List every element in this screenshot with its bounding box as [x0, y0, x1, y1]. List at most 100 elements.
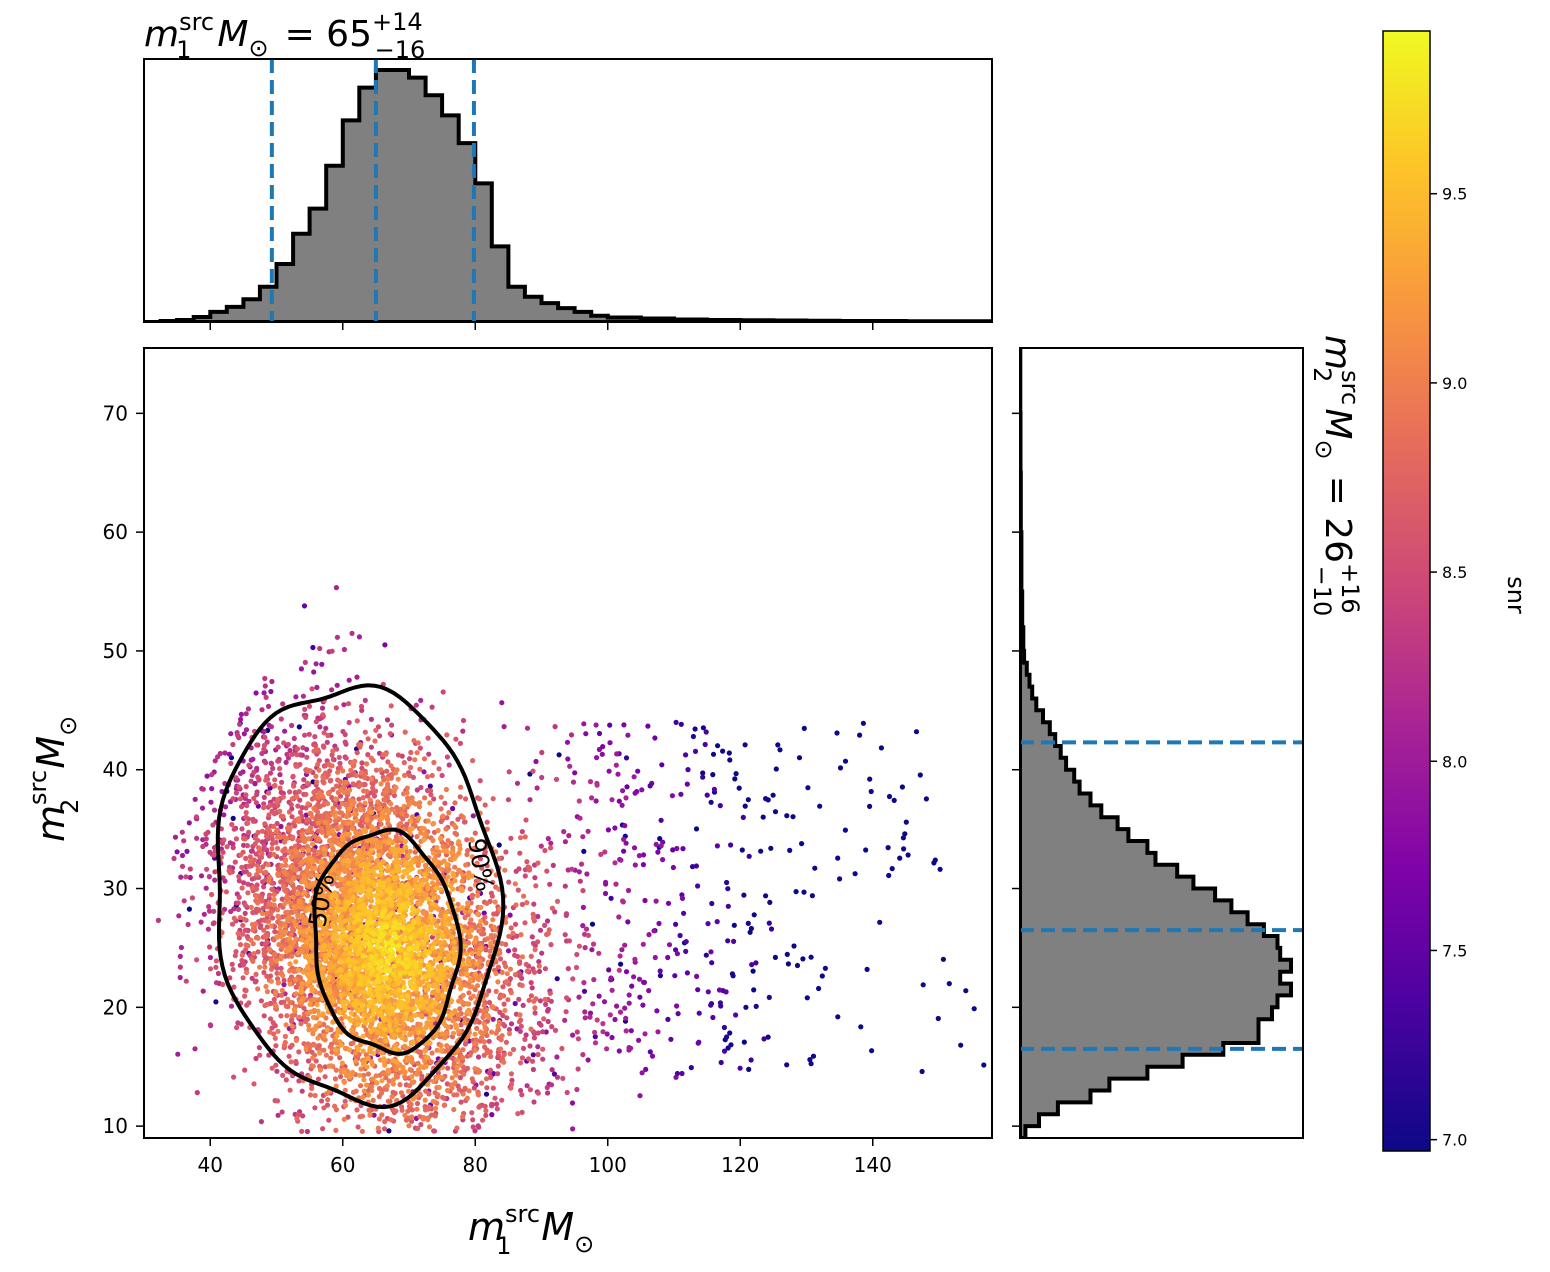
- scatter-point: [693, 863, 700, 869]
- scatter-point: [541, 1016, 547, 1022]
- scatter-point: [619, 802, 625, 808]
- scatter-point: [653, 841, 659, 848]
- scatter-point: [479, 865, 485, 871]
- scatter-point: [532, 875, 538, 881]
- scatter-point: [503, 941, 509, 948]
- scatter-point: [444, 843, 450, 849]
- scatter-point: [274, 934, 280, 940]
- scatter-point: [534, 785, 540, 791]
- scatter-point: [598, 851, 604, 858]
- scatter-point: [920, 982, 926, 988]
- scatter-point: [730, 973, 736, 979]
- scatter-point: [289, 1029, 295, 1035]
- scatter-point: [296, 724, 302, 730]
- scatter-point: [449, 1075, 455, 1081]
- scatter-point: [349, 760, 355, 766]
- scatter-point: [305, 1058, 312, 1064]
- scatter-point: [573, 964, 580, 971]
- scatter-point: [411, 738, 417, 744]
- scatter-point: [570, 779, 577, 785]
- scatter-point: [287, 961, 293, 967]
- scatter-point: [250, 756, 256, 762]
- scatter-point: [328, 1063, 335, 1069]
- scatter-point: [523, 817, 529, 823]
- scatter-point: [306, 1022, 312, 1029]
- scatter-point: [293, 1037, 299, 1043]
- scatter-point: [366, 1107, 372, 1113]
- scatter-point: [709, 900, 715, 907]
- scatter-point: [267, 1029, 273, 1035]
- scatter-point: [503, 849, 509, 855]
- scatter-point: [254, 882, 260, 888]
- scatter-point: [379, 1112, 385, 1118]
- scatter-point: [330, 756, 336, 763]
- scatter-point: [693, 826, 700, 832]
- scatter-point: [605, 827, 612, 833]
- scatter-point: [241, 916, 247, 922]
- scatter-point: [727, 757, 733, 763]
- scatter-point: [211, 908, 217, 915]
- scatter-point: [549, 1067, 555, 1073]
- scatter-point: [361, 1088, 367, 1094]
- scatter-point: [758, 848, 764, 854]
- scatter-point: [812, 865, 818, 871]
- scatter-point: [710, 751, 717, 757]
- scatter-point: [242, 1067, 248, 1073]
- scatter-point: [393, 770, 399, 776]
- scatter-point: [703, 729, 709, 735]
- scatter-point: [495, 1063, 501, 1069]
- scatter-point: [622, 942, 628, 948]
- scatter-point: [673, 719, 679, 726]
- scatter-point: [542, 996, 548, 1002]
- scatter-point: [239, 885, 245, 891]
- scatter-point: [274, 820, 280, 827]
- scatter-point: [337, 1055, 343, 1061]
- scatter-point: [341, 789, 347, 795]
- scatter-point: [461, 1071, 467, 1077]
- scatter-point: [349, 798, 355, 804]
- scatter-point: [322, 1037, 328, 1043]
- scatter-point: [293, 977, 299, 983]
- scatter-point: [665, 1016, 671, 1023]
- scatter-point: [289, 722, 295, 729]
- scatter-point: [271, 891, 277, 898]
- scatter-point: [329, 752, 335, 758]
- scatter-point: [590, 1001, 596, 1007]
- scatter-point: [285, 825, 291, 831]
- scatter-point: [501, 724, 507, 730]
- scatter-point: [385, 807, 391, 813]
- scatter-point: [377, 805, 383, 812]
- scatter-point: [264, 1001, 270, 1008]
- scatter-point: [535, 860, 541, 866]
- scatter-point: [282, 1033, 288, 1039]
- scatter-point: [323, 725, 329, 731]
- scatter-point: [543, 1001, 549, 1008]
- scatter-point: [461, 819, 468, 825]
- scatter-point: [354, 1107, 360, 1113]
- scatter-point: [632, 790, 638, 796]
- scatter-point: [507, 966, 513, 972]
- scatter-point: [513, 902, 519, 908]
- scatter-point: [508, 835, 514, 841]
- scatter-point: [455, 901, 461, 907]
- scatter-point: [255, 935, 261, 941]
- scatter-point: [277, 924, 283, 930]
- scatter-point: [177, 964, 183, 970]
- scatter-point: [381, 777, 387, 783]
- scatter-point: [385, 820, 391, 827]
- scatter-point: [460, 872, 466, 878]
- scatter-point: [480, 1117, 486, 1123]
- scatter-point: [570, 976, 576, 982]
- scatter-point: [658, 843, 664, 849]
- scatter-point: [309, 814, 315, 820]
- scatter-point: [378, 781, 384, 787]
- scatter-point: [435, 1092, 441, 1098]
- scatter-point: [592, 1040, 599, 1046]
- scatter-point: [469, 1110, 475, 1116]
- scatter-point: [842, 758, 849, 764]
- scatter-point: [279, 992, 285, 998]
- scatter-point: [251, 857, 257, 863]
- scatter-point: [372, 738, 378, 744]
- scatter-point: [490, 1085, 496, 1091]
